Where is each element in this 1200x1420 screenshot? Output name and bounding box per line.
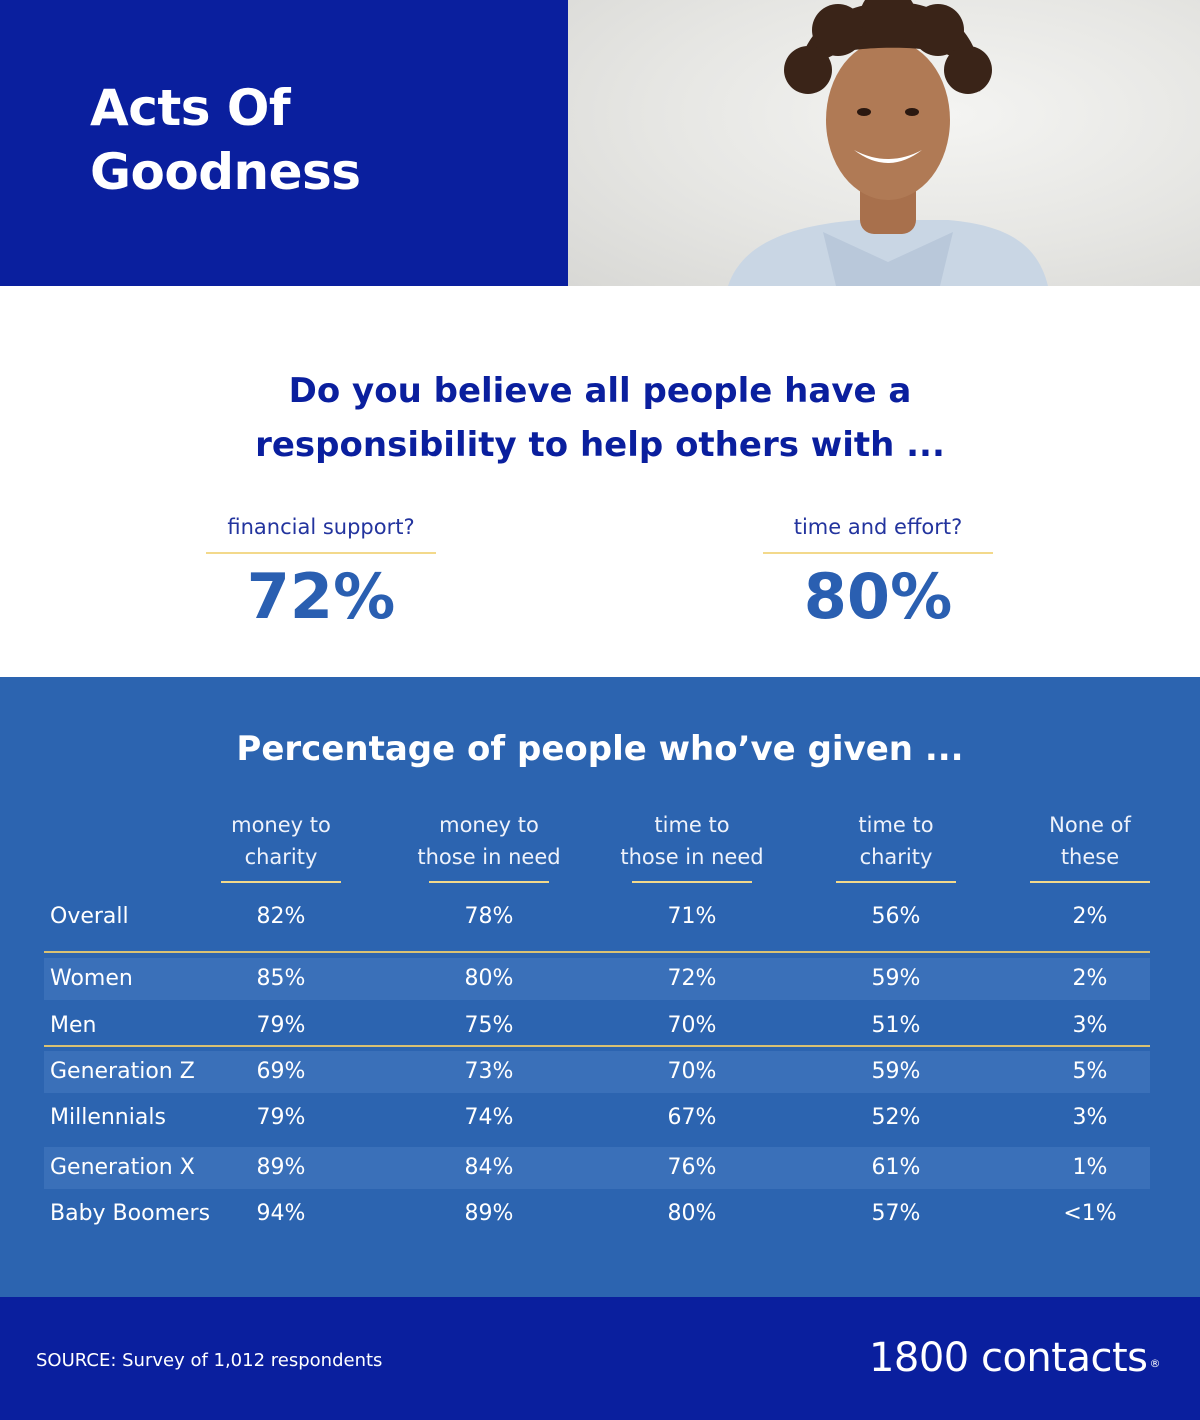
footer: SOURCE: Survey of 1,012 respondents 1800… (0, 1297, 1200, 1420)
stat-value: 80% (803, 560, 953, 633)
table-cell: 73% (464, 1059, 514, 1084)
hero-title-panel: Acts Of Goodness (0, 0, 568, 286)
table-cell: 79% (256, 1105, 306, 1130)
source-note: SOURCE: Survey of 1,012 respondents (36, 1350, 383, 1371)
column-header: time to those in need (607, 809, 777, 883)
hero-banner: Acts Of Goodness (0, 0, 1200, 286)
table-cell: 5% (1072, 1059, 1108, 1084)
portrait-illustration (728, 0, 1048, 286)
table-cell: 71% (667, 904, 717, 929)
table-row: Generation Z 69% 73% 70% 59% 5% (44, 1051, 1150, 1093)
column-header-rule (221, 881, 341, 883)
column-header-rule (836, 881, 956, 883)
table-cell: 75% (464, 1013, 514, 1038)
column-header-line-2: those in need (417, 845, 561, 869)
table-row: Generation X 89% 84% 76% 61% 1% (44, 1147, 1150, 1189)
stat-label: time and effort? (763, 512, 993, 554)
table-cell: 59% (871, 1059, 921, 1084)
row-label: Baby Boomers (50, 1201, 211, 1226)
table-cell: 74% (464, 1105, 514, 1130)
table-cell: 94% (256, 1201, 306, 1226)
row-label: Generation X (50, 1155, 195, 1180)
question-line-1: Do you believe all people have a (288, 371, 912, 411)
stat-time-and-effort: time and effort? 80% (763, 512, 993, 636)
title-line-1: Acts Of (90, 79, 291, 137)
table-cell: 70% (667, 1059, 717, 1084)
table-cell: 89% (256, 1155, 306, 1180)
row-label: Men (50, 1013, 97, 1038)
table-cell: 69% (256, 1059, 306, 1084)
logo-text: 1800 contacts (868, 1335, 1148, 1381)
stat-label: financial support? (206, 512, 436, 554)
stat-value: 72% (246, 560, 396, 633)
row-label: Overall (50, 904, 129, 929)
question-line-2: responsibility to help others with ... (255, 425, 945, 465)
row-label: Women (50, 966, 133, 991)
column-header-line-1: time to (858, 813, 934, 837)
table-cell: 56% (871, 904, 921, 929)
row-label: Generation Z (50, 1059, 195, 1084)
table-cell: 67% (667, 1105, 717, 1130)
title-line-2: Goodness (90, 143, 361, 201)
table-cell: 2% (1072, 904, 1108, 929)
table-cell: 85% (256, 966, 306, 991)
column-header-rule (1030, 881, 1150, 883)
column-header: money to charity (196, 809, 366, 883)
column-header-line-2: these (1060, 845, 1120, 869)
column-header-line-2: charity (859, 845, 933, 869)
registered-mark: ® (1149, 1357, 1161, 1370)
table-cell: 2% (1072, 966, 1108, 991)
table-row: Men 79% 75% 70% 51% 3% (44, 1005, 1150, 1047)
table-title: Percentage of people who’ve given ... (236, 729, 964, 769)
giving-table-section: Percentage of people who’ve given ... mo… (0, 677, 1200, 1297)
table-cell: 3% (1072, 1013, 1108, 1038)
brand-logo: 1800 contacts ® (868, 1333, 1161, 1383)
table-cell: 82% (256, 904, 306, 929)
group-divider (44, 1045, 1150, 1047)
table-cell: 3% (1072, 1105, 1108, 1130)
row-label: Millennials (50, 1105, 166, 1130)
table-cell: 72% (667, 966, 717, 991)
table-cell: 79% (256, 1013, 306, 1038)
table-cell: 78% (464, 904, 514, 929)
table-cell: 80% (667, 1201, 717, 1226)
smiling-man-photo (568, 0, 1200, 286)
table-cell: 51% (871, 1013, 921, 1038)
responsibility-question: Do you believe all people have a respons… (0, 286, 1200, 677)
question-text: Do you believe all people have a respons… (0, 364, 1200, 472)
table-cell: 84% (464, 1155, 514, 1180)
table-cell: 57% (871, 1201, 921, 1226)
column-header: time to charity (811, 809, 981, 883)
table-row: Baby Boomers 94% 89% 80% 57% <1% (44, 1193, 1150, 1235)
group-divider (44, 951, 1150, 953)
column-header-line-2: charity (244, 845, 318, 869)
column-header-line-1: money to (439, 813, 539, 837)
column-header-rule (632, 881, 752, 883)
table-cell: 89% (464, 1201, 514, 1226)
column-header: None of these (1005, 809, 1175, 883)
table-cell: 61% (871, 1155, 921, 1180)
table-cell: 59% (871, 966, 921, 991)
table-cell: 80% (464, 966, 514, 991)
column-header: money to those in need (404, 809, 574, 883)
column-header-rule (429, 881, 549, 883)
table-row: Overall 82% 78% 71% 56% 2% (44, 899, 1150, 935)
column-header-line-1: None of (1049, 813, 1131, 837)
table-row: Millennials 79% 74% 67% 52% 3% (44, 1097, 1150, 1139)
column-header-line-1: time to (654, 813, 730, 837)
column-header-line-2: those in need (620, 845, 764, 869)
page-title: Acts Of Goodness (90, 76, 361, 204)
table-cell: 1% (1072, 1155, 1108, 1180)
column-header-line-1: money to (231, 813, 331, 837)
table-cell: 52% (871, 1105, 921, 1130)
table-cell: 76% (667, 1155, 717, 1180)
table-row: Women 85% 80% 72% 59% 2% (44, 958, 1150, 1000)
table-cell: 70% (667, 1013, 717, 1038)
stat-financial-support: financial support? 72% (206, 512, 436, 636)
table-cell: <1% (1063, 1201, 1117, 1226)
